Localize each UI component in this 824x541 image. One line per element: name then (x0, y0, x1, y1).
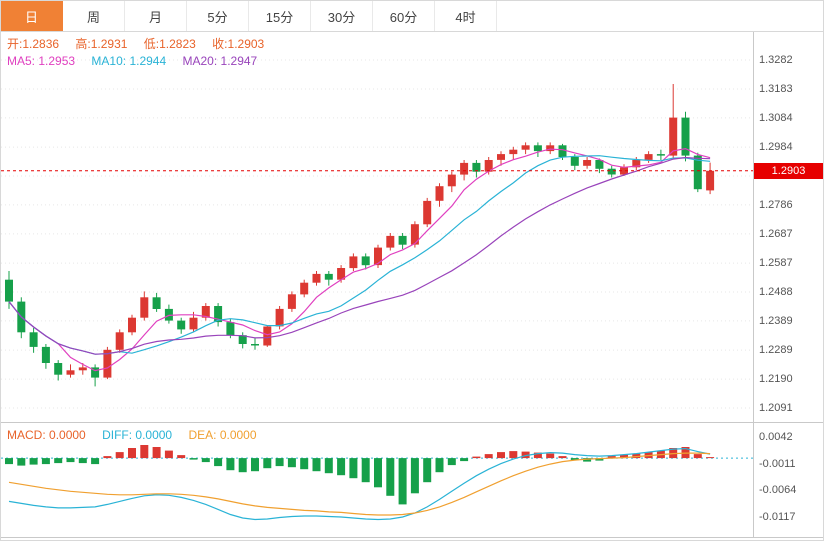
candles-group (5, 84, 715, 387)
macd-indicator-chart[interactable] (1, 424, 754, 537)
current-price-badge: 1.2903 (754, 162, 823, 179)
price-axis-label: 1.2587 (759, 257, 793, 270)
macd-readout: MACD: 0.0000 DIFF: 0.0000 DEA: 0.0000 (7, 428, 270, 443)
macd-axis-label: 0.0042 (759, 430, 793, 443)
axis-divider (753, 32, 754, 538)
tab-30min[interactable]: 30分 (311, 1, 373, 31)
diff-line (8, 447, 711, 521)
ma-readout: MA5: 1.2953 MA10: 1.2944 MA20: 1.2947 (7, 54, 270, 69)
ma5-readout: MA5: 1.2953 (7, 54, 76, 68)
dea-value-readout: DEA: 0.0000 (188, 428, 257, 442)
price-axis-label: 1.2687 (759, 227, 793, 240)
high-readout: 高:1.2931 (75, 37, 128, 51)
price-axis-label: 1.2488 (759, 286, 793, 298)
tab-daily[interactable]: 日 (1, 1, 63, 31)
price-axis-label: 1.2091 (759, 401, 793, 414)
ma20-readout: MA20: 1.2947 (182, 54, 258, 68)
ma20-line (8, 156, 711, 355)
tab-4hour[interactable]: 4时 (435, 1, 497, 31)
ma10-line (8, 155, 711, 355)
price-axis-label: 1.3183 (759, 82, 793, 95)
ma5-line (8, 147, 711, 372)
price-axis-label: 1.2786 (759, 198, 793, 211)
price-gridlines (1, 59, 754, 409)
price-axis-label: 1.2389 (759, 314, 793, 327)
macd-axis-label: -0.0117 (759, 510, 796, 523)
tab-weekly[interactable]: 周 (63, 1, 125, 31)
macd-value-readout: MACD: 0.0000 (7, 428, 86, 442)
ohlc-readout: 开:1.2836 高:1.2931 低:1.2823 收:1.2903 (7, 37, 277, 52)
tab-5min[interactable]: 5分 (187, 1, 249, 31)
price-axis-label: 1.3282 (759, 54, 793, 67)
ma10-readout: MA10: 1.2944 (91, 54, 167, 68)
main-candlestick-chart[interactable] (1, 32, 754, 422)
price-axis-label: 1.2289 (759, 344, 793, 357)
low-readout: 低:1.2823 (143, 37, 196, 51)
diff-value-readout: DIFF: 0.0000 (102, 428, 173, 442)
tab-60min[interactable]: 60分 (373, 1, 435, 31)
macd-axis-label: -0.0064 (759, 484, 797, 497)
bottom-border (1, 537, 823, 538)
price-axis-label: 1.2984 (759, 141, 793, 154)
tab-15min[interactable]: 15分 (249, 1, 311, 31)
price-axis-label: 1.3084 (759, 111, 793, 124)
timeframe-toolbar: 日 周 月 5分 15分 30分 60分 4时 (1, 1, 823, 32)
panel-separator (1, 422, 823, 423)
dea-line (8, 452, 711, 516)
price-axis-label: 1.2190 (759, 373, 793, 386)
toolbar-spacer (497, 1, 823, 31)
close-readout: 收:1.2903 (212, 37, 265, 51)
tab-monthly[interactable]: 月 (125, 1, 187, 31)
chart-area: 开:1.2836 高:1.2931 低:1.2823 收:1.2903 MA5:… (1, 32, 823, 540)
open-readout: 开:1.2836 (7, 37, 60, 51)
macd-axis-label: -0.0011 (759, 457, 796, 470)
macd-histogram (5, 445, 715, 505)
